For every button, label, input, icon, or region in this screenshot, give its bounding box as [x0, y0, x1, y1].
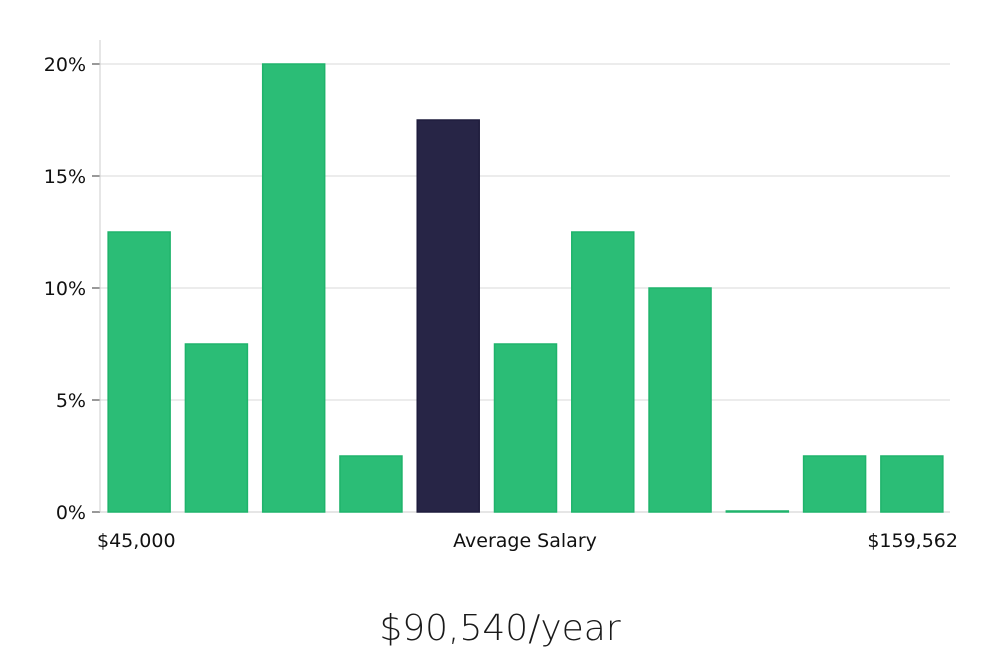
bar: [571, 231, 635, 513]
bar-highlighted: [416, 119, 480, 513]
y-tick-label: 15%: [44, 166, 86, 188]
bar: [261, 63, 326, 513]
y-tick-label: 5%: [56, 390, 86, 412]
bar: [648, 287, 712, 513]
bar: [107, 231, 171, 513]
y-axis-ticks: 0% 5% 10% 15% 20%: [44, 54, 100, 524]
bar: [493, 343, 558, 513]
y-tick-label: 10%: [44, 278, 86, 300]
y-tick-label: 20%: [44, 54, 86, 76]
salary-histogram-chart: 0% 5% 10% 15% 20% $45,000 Average Salary $15…: [44, 40, 958, 552]
x-axis-title: Average Salary: [453, 530, 597, 552]
x-axis-min-label: $45,000: [97, 530, 176, 552]
x-axis-max-label: $159,562: [867, 530, 958, 552]
bars: [107, 63, 944, 513]
average-salary-value: $90,540/year: [379, 608, 621, 649]
bar: [184, 343, 249, 513]
bar: [802, 455, 867, 513]
bar: [880, 455, 944, 513]
bar: [725, 510, 790, 513]
bar: [339, 455, 403, 513]
y-tick-label: 0%: [56, 502, 86, 524]
